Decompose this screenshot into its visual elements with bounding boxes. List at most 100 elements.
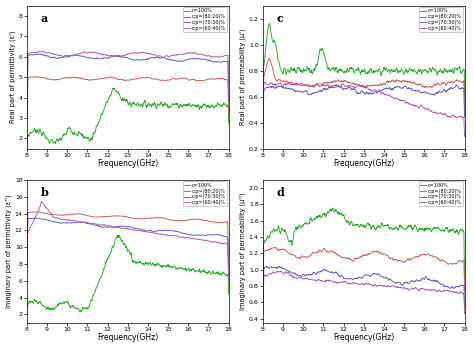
c:p=(70:30)%	[260, 131, 265, 135]
c:p=(70:30)%	[312, 271, 318, 276]
c=100%	[111, 86, 117, 90]
c=100%	[462, 278, 467, 282]
c=100%	[60, 134, 65, 138]
c:p=(80:20)%	[116, 77, 121, 81]
c:p=(80:20)%	[24, 261, 30, 266]
c:p=(80:20)%	[176, 219, 182, 223]
c=100%	[176, 266, 182, 270]
c=100%	[116, 91, 121, 95]
c:p=(70:30)%	[176, 59, 182, 63]
c:p=(80:20)%	[296, 82, 301, 87]
c:p=(80:20)%	[226, 267, 231, 271]
Line: c:p=(60:40)%: c:p=(60:40)%	[263, 82, 465, 136]
Y-axis label: Imaginary part of permittivity (ε''): Imaginary part of permittivity (ε'')	[6, 195, 12, 308]
c:p=(70:30)%	[454, 83, 459, 87]
c=100%	[267, 22, 273, 26]
c:p=(80:20)%	[60, 76, 66, 80]
c:p=(80:20)%	[116, 214, 121, 218]
c:p=(80:20)%	[226, 111, 231, 115]
c:p=(70:30)%	[226, 98, 231, 103]
c=100%	[379, 70, 385, 74]
Line: c=100%: c=100%	[263, 24, 465, 119]
c:p=(60:40)%	[462, 134, 467, 139]
c:p=(60:40)%	[412, 286, 418, 290]
c:p=(80:20)%	[395, 259, 401, 263]
c:p=(70:30)%	[412, 280, 418, 284]
c:p=(60:40)%	[412, 103, 418, 108]
Legend: c=100%, c:p=(80:20)%, c:p=(70:30)%, c:p=(60:40)%: c=100%, c:p=(80:20)%, c:p=(70:30)%, c:p=…	[419, 181, 463, 206]
c:p=(80:20)%	[76, 76, 82, 80]
Line: c:p=(60:40)%: c:p=(60:40)%	[263, 271, 465, 314]
c=100%	[379, 221, 385, 225]
Text: d: d	[277, 187, 285, 198]
c:p=(80:20)%	[24, 127, 30, 131]
Line: c:p=(60:40)%: c:p=(60:40)%	[27, 52, 228, 116]
X-axis label: Frequency(GHz): Frequency(GHz)	[333, 159, 394, 168]
c:p=(60:40)%	[312, 278, 318, 282]
c:p=(70:30)%	[76, 220, 82, 224]
c=100%	[159, 102, 165, 106]
c:p=(70:30)%	[312, 91, 318, 95]
c:p=(80:20)%	[412, 255, 418, 259]
c:p=(70:30)%	[60, 221, 66, 225]
c=100%	[412, 69, 418, 73]
c=100%	[143, 261, 149, 266]
c:p=(60:40)%	[274, 269, 280, 273]
Line: c=100%: c=100%	[27, 235, 228, 314]
c:p=(70:30)%	[24, 116, 30, 120]
Line: c:p=(80:20)%: c:p=(80:20)%	[27, 77, 228, 129]
Line: c:p=(70:30)%: c:p=(70:30)%	[27, 218, 228, 278]
c=100%	[176, 104, 182, 109]
c:p=(70:30)%	[296, 89, 301, 93]
c:p=(70:30)%	[159, 55, 165, 60]
c:p=(70:30)%	[351, 87, 357, 92]
c:p=(70:30)%	[76, 54, 82, 58]
c:p=(70:30)%	[159, 228, 165, 232]
c:p=(80:20)%	[35, 74, 40, 79]
c=100%	[462, 95, 467, 99]
c=100%	[60, 301, 65, 306]
c:p=(60:40)%	[159, 55, 165, 59]
c:p=(70:30)%	[116, 224, 121, 228]
X-axis label: Frequency(GHz): Frequency(GHz)	[97, 159, 158, 168]
Line: c:p=(70:30)%: c:p=(70:30)%	[263, 266, 465, 310]
c:p=(60:40)%	[24, 114, 30, 118]
c:p=(70:30)%	[60, 55, 66, 60]
Line: c=100%: c=100%	[27, 88, 228, 157]
c:p=(70:30)%	[462, 305, 467, 309]
c:p=(80:20)%	[260, 299, 265, 303]
Line: c:p=(80:20)%: c:p=(80:20)%	[263, 247, 465, 301]
c=100%	[260, 285, 265, 289]
X-axis label: Frequency(GHz): Frequency(GHz)	[333, 333, 394, 342]
c:p=(80:20)%	[143, 216, 149, 221]
Y-axis label: Real part of permittivity (ε'): Real part of permittivity (ε')	[9, 31, 16, 124]
c:p=(70:30)%	[379, 274, 385, 278]
c:p=(60:40)%	[116, 226, 121, 230]
c=100%	[24, 312, 30, 316]
c:p=(60:40)%	[379, 284, 385, 288]
c:p=(80:20)%	[266, 56, 272, 61]
c:p=(80:20)%	[76, 212, 82, 216]
Y-axis label: Real part of permeability (μ'): Real part of permeability (μ')	[239, 29, 246, 125]
c:p=(60:40)%	[261, 80, 267, 84]
c=100%	[312, 217, 318, 221]
c:p=(70:30)%	[143, 229, 149, 233]
c=100%	[395, 70, 401, 74]
c:p=(80:20)%	[462, 110, 467, 114]
c:p=(70:30)%	[32, 216, 37, 220]
Legend: c=100%, c:p=(80:20)%, c:p=(70:30)%, c:p=(60:40)%: c=100%, c:p=(80:20)%, c:p=(70:30)%, c:p=…	[183, 181, 227, 206]
c:p=(60:40)%	[379, 91, 385, 95]
c:p=(60:40)%	[116, 54, 121, 58]
c:p=(70:30)%	[395, 280, 401, 285]
c=100%	[312, 66, 318, 71]
c:p=(80:20)%	[176, 76, 182, 80]
c=100%	[352, 71, 357, 75]
c=100%	[24, 155, 30, 159]
c=100%	[76, 129, 82, 134]
c:p=(80:20)%	[352, 82, 357, 86]
c:p=(70:30)%	[24, 265, 30, 269]
c:p=(70:30)%	[395, 85, 401, 89]
c=100%	[395, 228, 401, 232]
c:p=(80:20)%	[31, 210, 37, 214]
c:p=(80:20)%	[379, 84, 385, 88]
